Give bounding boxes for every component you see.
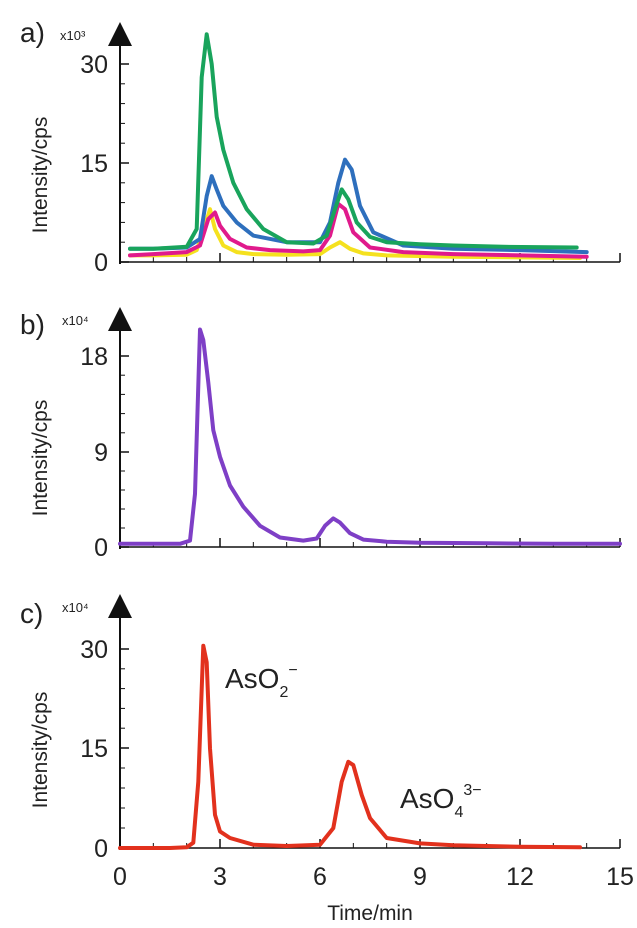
panel-letter: b) [20,309,45,340]
panel-b: b) x10⁴ Intensity/cps 0 9 18 [20,307,622,562]
y-tick-label: 9 [94,439,108,467]
x-tick-label: 15 [606,863,634,891]
multiplier-label: x10⁴ [62,313,89,328]
y-tick-label: 15 [80,150,108,178]
y-tick-label: 15 [80,735,108,763]
x-tick-label: 6 [313,863,327,891]
x-tick-label: 9 [413,863,427,891]
series-line [128,201,589,259]
x-tick-label: 0 [113,863,127,891]
multiplier-label: x10⁴ [62,600,89,615]
panel-c: c) x10⁴ Intensity/cps Time/min AsO2− AsO… [20,594,634,925]
y-tick-label: 0 [94,249,108,277]
peak-annotation-aso4: AsO43− [400,782,482,821]
y-axis-label: Intensity/cps [29,117,52,234]
panel-letter: c) [20,598,43,629]
y-tick-label: 30 [80,636,108,664]
peak-annotation-aso2: AsO2− [225,662,298,701]
y-tick-label: 0 [94,534,108,562]
y-axis-label: Intensity/cps [29,400,52,517]
x-axis-label: Time/min [327,902,413,925]
y-tick-label: 18 [80,343,108,371]
y-tick-label: 30 [80,51,108,79]
multiplier-label: x10³ [60,28,86,43]
x-tick-label: 12 [506,863,534,891]
panel-letter: a) [20,17,45,48]
series-line [128,32,579,251]
series-line [118,327,622,546]
x-tick-label: 3 [213,863,227,891]
panel-a: a) x10³ Intensity/cps 0 15 30 [20,17,621,277]
y-tick-label: 0 [94,835,108,863]
y-axis-label: Intensity/cps [29,692,52,809]
series-line [118,643,582,850]
